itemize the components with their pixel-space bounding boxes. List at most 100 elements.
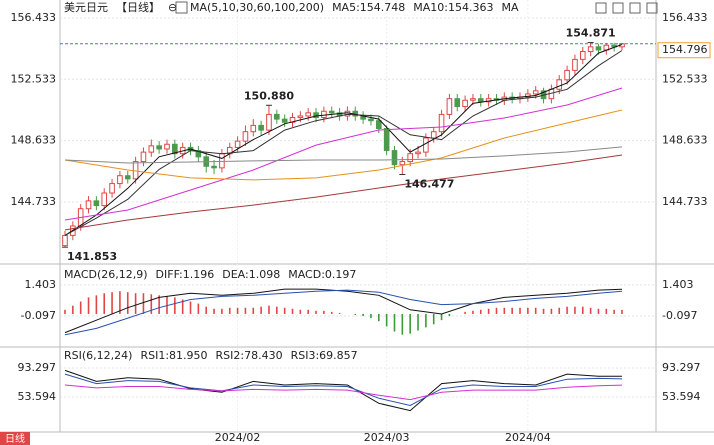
indicator-line [64, 369, 622, 412]
candle-body [219, 153, 225, 169]
ma-line [64, 154, 623, 231]
ma-line [64, 87, 623, 221]
candle-body [109, 183, 115, 194]
legend-entry: MA(5,10,30,60,100,200) [190, 1, 324, 14]
candle-body [132, 161, 139, 180]
x-tick-label: 2024/03 [364, 431, 410, 444]
x-tick-label: 2024/04 [505, 431, 551, 444]
legend-entry: MA5:154.748 [332, 1, 405, 14]
legend-entry: MA10:154.363 [413, 1, 493, 14]
candle-body [328, 110, 335, 114]
candle-body [195, 150, 202, 158]
candle-body [470, 98, 476, 101]
y-tick-label: 53.594 [18, 390, 57, 403]
indicator-line [64, 384, 623, 401]
candle-body [525, 93, 531, 98]
candle-body [376, 120, 382, 130]
y-tick-label: 152.533 [11, 72, 57, 85]
candle-body [595, 46, 602, 51]
candle-body [462, 99, 468, 108]
y-tick-label: 1.403 [662, 278, 694, 291]
y-tick-label: -0.097 [662, 309, 697, 322]
annotation: 141.853 [67, 250, 117, 263]
legend-entry: RSI(6,12,24) [64, 349, 132, 362]
candle-body [587, 46, 594, 53]
legend-entry: RSI1:81.950 [140, 349, 207, 362]
y-tick-label: 144.733 [662, 195, 708, 208]
legend-entry: DEA:1.098 [222, 268, 280, 281]
y-tick-label: 156.433 [11, 11, 57, 24]
candle-body [407, 153, 413, 163]
candle-body [164, 143, 170, 150]
y-tick-label: 93.297 [662, 361, 701, 374]
candle-body [297, 115, 304, 119]
annotation: 154.871 [566, 27, 616, 40]
candle-body [368, 118, 374, 122]
legend-entry: ⊖ [168, 1, 177, 14]
candle-body [564, 69, 570, 81]
candle-body [572, 58, 578, 71]
candle-body [556, 79, 563, 90]
candle-body [454, 98, 461, 108]
candle-body [438, 113, 445, 133]
candle-body [250, 124, 257, 133]
candle-body [532, 90, 539, 95]
candle-body [148, 145, 155, 153]
candle-body [258, 124, 264, 131]
candle-body [211, 165, 217, 169]
candle-body [383, 128, 390, 152]
y-tick-label: 93.297 [18, 361, 57, 374]
candle-body [156, 145, 162, 150]
candle-body [313, 112, 319, 119]
y-tick-label: 144.733 [11, 195, 57, 208]
ma-line [64, 146, 623, 164]
legend-entry: 美元日元 [64, 1, 108, 14]
legend-entry: 【日线】 [116, 0, 160, 14]
candle-body [477, 98, 484, 103]
legend-entry: MACD:0.197 [288, 268, 356, 281]
candle-body [93, 200, 100, 207]
candle-body [391, 150, 398, 166]
candle-body [579, 51, 586, 60]
candle-body [234, 140, 241, 148]
candle-body [124, 175, 131, 180]
y-tick-label: 1.403 [25, 278, 57, 291]
indicator-line [64, 373, 623, 407]
candle-body [305, 112, 311, 117]
candle-body [62, 234, 68, 247]
candle-body [415, 151, 421, 155]
y-tick-label: 53.594 [662, 390, 701, 403]
legend-entry: RSI2:78.430 [216, 349, 283, 362]
y-tick-label: 152.533 [662, 72, 708, 85]
candle-body [430, 131, 437, 139]
y-tick-label: 156.433 [662, 11, 708, 24]
annotation: 146.477 [404, 177, 454, 190]
annotation: 150.880 [244, 89, 294, 102]
y-tick-label: 148.633 [662, 134, 708, 147]
legend-entry: DIFF:1.196 [156, 268, 215, 281]
candle-body [274, 113, 280, 120]
indicator-line [64, 289, 623, 336]
candle-body [85, 200, 92, 210]
indicator-line [64, 288, 623, 334]
legend-entry: MA [502, 1, 519, 14]
candle-body [281, 118, 288, 123]
candle-body [242, 131, 249, 142]
last-price-label: 154.796 [662, 43, 708, 56]
candle-body [172, 143, 178, 155]
legend-entry: MACD(26,12,9) [64, 268, 148, 281]
candle-body [140, 151, 147, 163]
last-price-box [657, 42, 711, 59]
ma-line [64, 44, 623, 236]
candle-body [321, 110, 327, 119]
footer-badge-bg [0, 432, 30, 445]
candle-body [266, 113, 272, 131]
candle-body [399, 161, 406, 166]
toolbar-icons[interactable] [175, 1, 658, 14]
candle-body [423, 137, 429, 153]
ma-line [64, 109, 623, 181]
candle-body [101, 192, 108, 207]
candle-body [117, 175, 123, 185]
footer-badge[interactable]: 日线 [5, 432, 25, 445]
